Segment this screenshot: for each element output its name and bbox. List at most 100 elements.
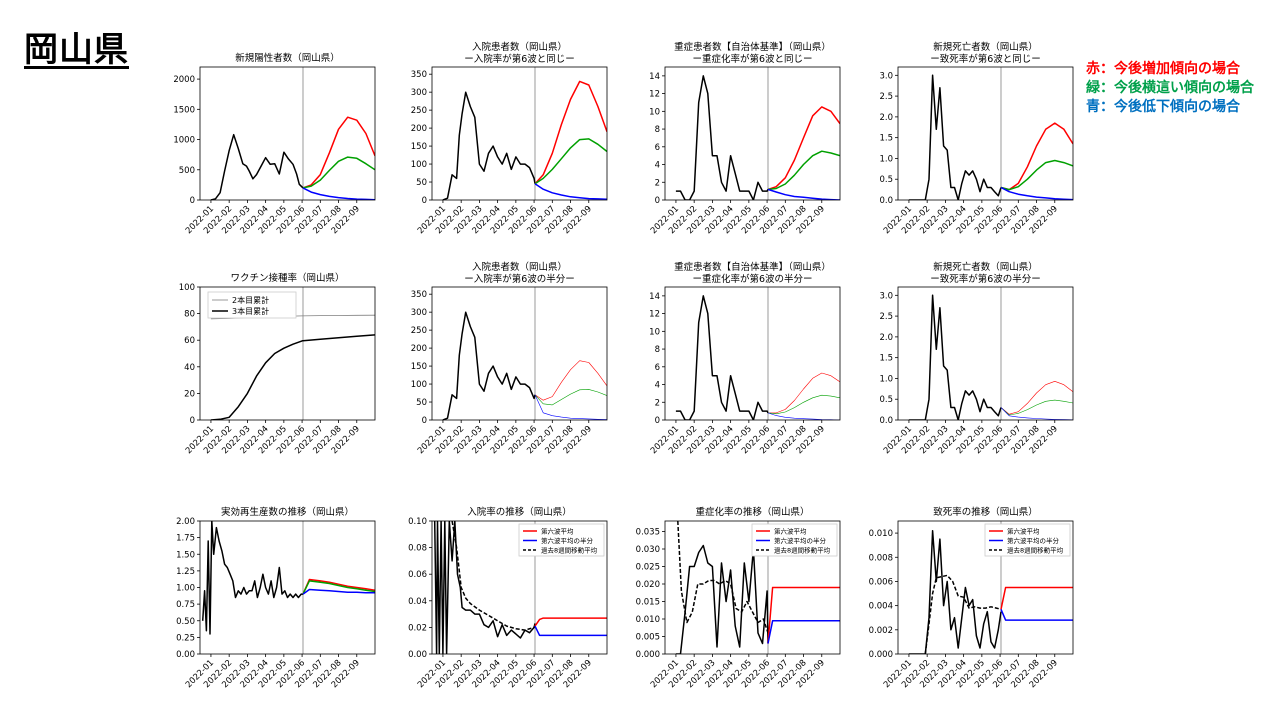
y-tick-label: 4 [655,161,660,171]
chart-1: 新規陽性者数（岡山県）05001000150020002022-012022-0… [173,52,376,236]
chart-title: 重症化率の推移（岡山県） [695,506,809,518]
y-tick-label: 0.000 [636,650,660,660]
chart-subtitle: ー致死率が第6波の半分ー [930,273,1041,285]
y-tick-label: 350 [411,70,427,80]
series-decrease [1000,186,1073,200]
y-tick-label: 0.75 [176,600,195,610]
series-increase [767,586,840,644]
y-tick-label: 6 [655,363,660,373]
y-tick-label: 250 [411,106,427,116]
y-tick-label: 0.0 [879,196,893,206]
y-tick-label: 2 [655,398,660,408]
chart-title: 新規死亡者数（岡山県） [933,41,1038,53]
chart-title: 重症患者数【自治体基準】（岡山県） [674,261,831,273]
legend-flat: 緑：今後横這い傾向の場合 [1086,80,1254,96]
plot-frame [199,66,376,201]
series-vaccine_dose3 [210,334,375,420]
series-decrease [534,394,607,420]
y-tick-label: 1.00 [176,584,195,594]
series-increase [1000,586,1073,610]
y-tick-label: 3.0 [879,291,893,301]
legend-label: 第六波平均の半分 [1007,536,1060,545]
plot-frame [431,520,608,655]
y-tick-label: 0.04 [408,597,427,607]
chart-9: 実効再生産数の推移（岡山県） 0.00 0.25 0.50 0.75 1.00 1.25 1.… [176,506,376,690]
legend-label: 第六波平均 [1007,527,1040,536]
series-actual [908,529,1002,654]
chart-title: 入院患者数（岡山県） [472,41,567,53]
y-tick-label: 200 [411,344,427,354]
plot-frame [199,286,376,421]
chart-title: 入院率の推移（岡山県） [467,506,572,518]
chart-subtitle: ー入院率が第6波と同じー [464,53,575,65]
legend-label: 第六波平均 [541,527,574,536]
y-tick-label: 0.00 [408,650,427,660]
y-tick-label: 0.50 [176,617,195,627]
series-increase [534,80,607,185]
series-increase [767,106,840,191]
series-decrease [1000,407,1073,420]
chart-subtitle: ー入院率が第6波の半分ー [464,273,575,285]
series-flat [302,580,375,595]
y-tick-label: 150 [411,142,427,152]
series-actual [675,544,769,654]
series-decrease [1000,609,1073,621]
plot-frame [897,66,1074,201]
y-tick-label: 0 [422,196,427,206]
y-tick-label: 3.0 [879,71,893,81]
y-tick-label: 0.010 [869,529,893,539]
y-tick-label: 6 [655,143,660,153]
chart-title: 新規死亡者数（岡山県） [933,261,1038,273]
y-tick-label: 14 [649,72,660,82]
y-tick-label: 0.030 [636,545,660,555]
y-tick-label: 60 [184,336,195,346]
series-actual [675,75,769,200]
legend-increase: 赤：今後増加傾向の場合 [1086,61,1240,77]
y-tick-label: 0 [655,416,660,426]
y-tick-label: 1.5 [879,354,893,364]
series-actual [908,294,1002,420]
plot-frame [664,520,841,655]
y-tick-label: 8 [655,125,660,135]
y-tick-label: 0.000 [869,650,893,660]
chart-title: 入院患者数（岡山県） [472,261,567,273]
y-tick-label: 0.5 [879,175,893,185]
y-tick-label: 0.0 [879,416,893,426]
series-flat [767,394,840,415]
y-tick-label: 1.75 [176,534,195,544]
legend-frame [207,291,297,319]
y-tick-label: 0.00 [176,650,195,660]
chart-11: 重症化率の推移（岡山県） 0.000 0.005 0.010 0.015 0.020 0.0… [636,506,841,690]
y-tick-label: 0.006 [869,577,893,587]
y-tick-label: 2.0 [879,113,893,123]
chart-8: 新規死亡者数（岡山県）ー致死率が第6波の半分ー 0.0 0.5 1.0 1.5 2.0 2.… [879,261,1074,456]
series-moving_average [924,574,1002,654]
series-flat [1000,399,1073,416]
y-tick-label: 100 [411,160,427,170]
legend-label: 第六波平均の半分 [774,536,827,545]
series-actual [442,91,536,200]
y-tick-label: 1.0 [879,374,893,384]
y-tick-label: 0 [190,196,195,206]
y-tick-label: 10 [649,327,660,337]
series-moving_average [677,521,769,634]
chart-3: 重症患者数【自治体基準】（岡山県）ー重症化率が第6波と同じー 0 2 4 6 8 10 12 1… [649,41,841,236]
chart-title: 新規陽性者数（岡山県） [235,52,340,64]
chart-title: 実効再生産数の推移（岡山県） [221,506,354,518]
series-flat [534,138,607,185]
y-tick-label: 2000 [173,75,195,85]
y-tick-label: 50 [416,178,427,188]
y-tick-label: 40 [184,363,195,373]
y-tick-label: 0.10 [408,517,427,527]
series-decrease [534,625,607,637]
plot-frame [431,286,608,421]
y-tick-label: 0.25 [176,633,195,643]
series-increase [534,360,607,401]
y-tick-label: 20 [184,389,195,399]
series-flat [302,156,375,189]
series-decrease [767,620,840,644]
y-tick-label: 1000 [173,136,195,146]
legend-label: 3本目累計 [232,306,269,316]
legend-label: 第六波平均の半分 [541,536,594,545]
y-tick-label: 100 [411,380,427,390]
